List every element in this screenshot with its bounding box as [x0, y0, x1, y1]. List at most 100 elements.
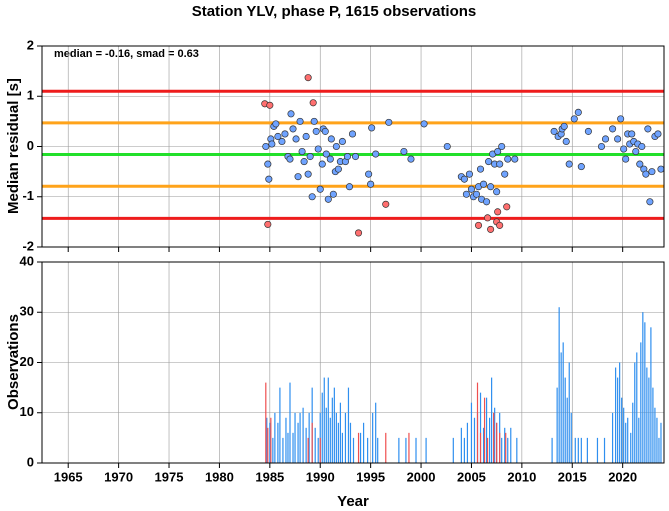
bar [623, 407, 625, 463]
point [460, 175, 468, 183]
point [278, 137, 286, 146]
point [306, 153, 314, 161]
point [620, 145, 628, 153]
bar [294, 412, 296, 463]
point [286, 155, 294, 163]
bar [347, 387, 350, 463]
point [609, 125, 617, 133]
point [310, 117, 318, 125]
bar [269, 422, 271, 463]
bar [398, 437, 400, 463]
point [332, 142, 340, 151]
bar [656, 417, 658, 463]
bar [625, 422, 627, 463]
bar [470, 402, 473, 463]
point [321, 127, 329, 135]
bar [372, 412, 374, 463]
bar [331, 397, 333, 463]
point [487, 183, 495, 191]
bar [551, 437, 553, 463]
x-tick-label: 1995 [356, 469, 385, 484]
bar [617, 377, 619, 463]
bar [362, 422, 365, 463]
bar [570, 412, 572, 463]
point [354, 229, 363, 237]
x-tick-label: 1985 [255, 469, 284, 484]
point [496, 221, 504, 229]
bar [636, 352, 638, 463]
bar [564, 377, 566, 463]
bar [321, 392, 323, 463]
point [289, 125, 297, 133]
bar [558, 307, 560, 463]
chart-title: Station YLV, phase P, 1615 observations [192, 3, 477, 20]
point [334, 165, 342, 173]
point [485, 158, 493, 166]
y-tick-label: 40 [20, 253, 34, 268]
point [294, 173, 302, 181]
point [264, 220, 272, 228]
point [367, 180, 375, 188]
point [300, 158, 308, 166]
bar [568, 362, 570, 463]
y-tick-label: 1 [27, 88, 34, 103]
y-tick-label: 0 [27, 454, 34, 469]
point [597, 142, 606, 151]
x-tick-label: 1980 [205, 469, 234, 484]
bar [586, 437, 588, 463]
bar [482, 427, 485, 463]
x-tick-label: 1975 [155, 469, 184, 484]
point [628, 130, 636, 138]
bar [425, 437, 427, 463]
point [638, 142, 646, 151]
bar [325, 407, 327, 463]
point [287, 110, 295, 118]
point [657, 165, 665, 173]
bar [646, 367, 648, 463]
point [472, 190, 481, 198]
point [501, 170, 509, 178]
point [266, 101, 274, 109]
bar [305, 427, 307, 463]
bar [516, 437, 518, 463]
bar [307, 437, 309, 463]
bar [327, 377, 329, 463]
point [309, 99, 317, 107]
bar [650, 327, 652, 463]
bar [473, 417, 476, 463]
point [385, 118, 393, 126]
point [326, 155, 334, 163]
point [622, 155, 630, 163]
bar [297, 422, 299, 463]
bar [274, 412, 276, 463]
y-tick-label: -2 [22, 238, 34, 253]
y-tick-label: -1 [22, 188, 34, 203]
bar [479, 392, 482, 463]
bar [282, 437, 284, 463]
bar [494, 407, 496, 463]
bar [556, 387, 558, 463]
bar [349, 422, 352, 463]
bar [266, 417, 268, 463]
bar [289, 382, 291, 463]
point [479, 180, 488, 188]
point [503, 203, 511, 211]
point [474, 221, 483, 229]
x-tick-label: 1990 [306, 469, 335, 484]
bar [319, 437, 321, 463]
bar [415, 437, 417, 463]
bar [499, 432, 501, 463]
bar [496, 422, 498, 463]
point [292, 135, 300, 143]
bar [638, 417, 640, 463]
point [298, 147, 306, 156]
point [632, 147, 640, 156]
bar [560, 352, 562, 463]
bar [337, 422, 339, 463]
point [570, 115, 578, 123]
point [265, 175, 273, 183]
bar [452, 437, 454, 463]
bar [577, 437, 579, 463]
bar [501, 437, 503, 463]
y-axis-label: Median residual [s] [5, 78, 22, 214]
